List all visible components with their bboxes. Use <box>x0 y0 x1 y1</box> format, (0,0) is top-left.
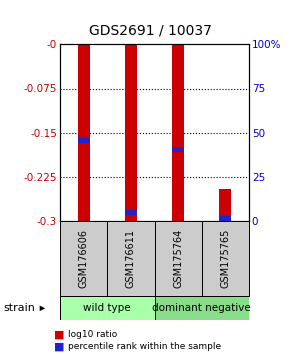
Text: strain: strain <box>3 303 35 313</box>
Bar <box>172 44 184 221</box>
Bar <box>220 189 231 221</box>
Bar <box>220 216 231 221</box>
Text: GSM176606: GSM176606 <box>79 229 88 288</box>
Bar <box>125 210 137 215</box>
Bar <box>125 44 137 221</box>
Bar <box>172 147 184 152</box>
Text: GSM176611: GSM176611 <box>126 229 136 288</box>
Text: ■: ■ <box>54 341 64 351</box>
Text: GSM175765: GSM175765 <box>220 229 230 288</box>
Text: percentile rank within the sample: percentile rank within the sample <box>68 342 220 351</box>
Text: GSM175764: GSM175764 <box>173 229 183 288</box>
Bar <box>78 44 89 221</box>
Text: log10 ratio: log10 ratio <box>68 330 117 339</box>
FancyBboxPatch shape <box>202 221 249 296</box>
FancyBboxPatch shape <box>107 221 154 296</box>
Text: wild type: wild type <box>83 303 131 313</box>
Text: GDS2691 / 10037: GDS2691 / 10037 <box>88 23 212 37</box>
Text: ■: ■ <box>54 330 64 339</box>
Bar <box>78 138 89 143</box>
FancyBboxPatch shape <box>60 296 154 320</box>
FancyBboxPatch shape <box>154 221 202 296</box>
FancyBboxPatch shape <box>154 296 249 320</box>
FancyBboxPatch shape <box>60 221 107 296</box>
Text: dominant negative: dominant negative <box>152 303 251 313</box>
